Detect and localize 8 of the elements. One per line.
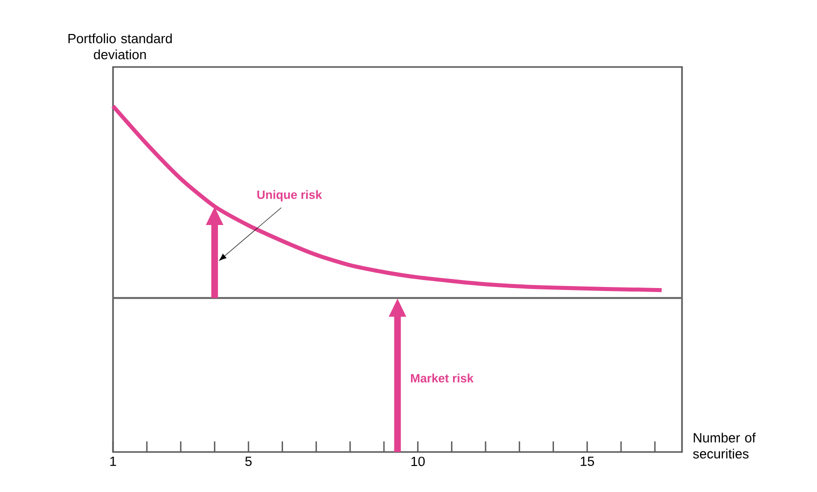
annotation: Market risk	[411, 374, 474, 382]
y-axis-title: Portfolio standard deviation	[68, 33, 172, 60]
x-tick-label: 5	[245, 456, 252, 466]
x-axis-title: Number of securities	[693, 432, 756, 458]
annotation: Unique risk	[257, 190, 322, 202]
x-tick-label: 15	[580, 456, 594, 466]
x-tick-label: 1	[110, 456, 116, 466]
x-tick-label: 10	[411, 456, 425, 466]
